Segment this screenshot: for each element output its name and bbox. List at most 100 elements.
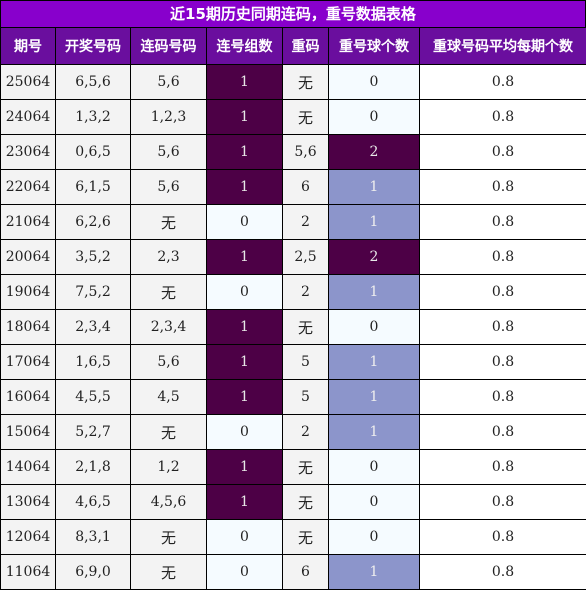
repeat-numbers-cell: 无	[282, 64, 329, 100]
consecutive-groups-cell: 0	[206, 204, 283, 240]
repeat-numbers-cell: 2,5	[282, 239, 329, 275]
average-repeat-cell: 0.8	[419, 484, 586, 520]
none-text: 无	[160, 563, 176, 582]
repeat-count-cell: 0	[328, 99, 420, 135]
period-cell: 24064	[0, 99, 56, 135]
consecutive-groups-cell: 1	[206, 99, 283, 135]
header-repeat-count: 重号球个数	[328, 27, 420, 65]
period-cell: 11064	[0, 554, 56, 590]
repeat-numbers-cell: 6	[282, 169, 329, 205]
repeat-numbers-cell: 5,6	[282, 134, 329, 170]
average-repeat-cell: 0.8	[419, 169, 586, 205]
repeat-count-cell: 2	[328, 239, 420, 275]
draw-numbers-cell: 6,2,6	[55, 204, 131, 240]
average-repeat-cell: 0.8	[419, 204, 586, 240]
none-text: 无	[160, 283, 176, 302]
consecutive-groups-cell: 1	[206, 344, 283, 380]
consecutive-numbers-cell: 无	[130, 554, 207, 590]
draw-numbers-cell: 6,9,0	[55, 554, 131, 590]
repeat-count-cell: 1	[328, 414, 420, 450]
period-cell: 16064	[0, 379, 56, 415]
period-cell: 12064	[0, 519, 56, 555]
period-cell: 13064	[0, 484, 56, 520]
repeat-count-cell: 0	[328, 309, 420, 345]
consecutive-groups-cell: 1	[206, 64, 283, 100]
repeat-numbers-cell: 无	[282, 99, 329, 135]
table-row: 20064 3,5,2 2,3 1 2,5 2 0.8	[0, 239, 586, 275]
repeat-numbers-cell: 无	[282, 484, 329, 520]
none-text: 无	[297, 458, 313, 477]
consecutive-numbers-cell: 1,2,3	[130, 99, 207, 135]
repeat-numbers-cell: 5	[282, 344, 329, 380]
consecutive-groups-cell: 1	[206, 134, 283, 170]
consecutive-numbers-cell: 5,6	[130, 64, 207, 100]
average-repeat-cell: 0.8	[419, 309, 586, 345]
period-cell: 17064	[0, 344, 56, 380]
consecutive-groups-cell: 0	[206, 554, 283, 590]
draw-numbers-cell: 3,5,2	[55, 239, 131, 275]
table-row: 25064 6,5,6 5,6 1 无 0 0.8	[0, 64, 586, 100]
period-cell: 18064	[0, 309, 56, 345]
draw-numbers-cell: 7,5,2	[55, 274, 131, 310]
period-cell: 23064	[0, 134, 56, 170]
repeat-numbers-cell: 无	[282, 309, 329, 345]
consecutive-numbers-cell: 4,5	[130, 379, 207, 415]
period-cell: 21064	[0, 204, 56, 240]
none-text: 无	[297, 73, 313, 92]
average-repeat-cell: 0.8	[419, 239, 586, 275]
consecutive-numbers-cell: 4,5,6	[130, 484, 207, 520]
draw-numbers-cell: 6,5,6	[55, 64, 131, 100]
table-row: 23064 0,6,5 5,6 1 5,6 2 0.8	[0, 134, 586, 170]
consecutive-numbers-cell: 2,3	[130, 239, 207, 275]
consecutive-numbers-cell: 无	[130, 414, 207, 450]
draw-numbers-cell: 2,1,8	[55, 449, 131, 485]
average-repeat-cell: 0.8	[419, 414, 586, 450]
repeat-count-cell: 1	[328, 554, 420, 590]
average-repeat-cell: 0.8	[419, 99, 586, 135]
consecutive-numbers-cell: 5,6	[130, 134, 207, 170]
table-title: 近15期历史同期连码，重号数据表格	[0, 0, 586, 27]
consecutive-numbers-cell: 无	[130, 204, 207, 240]
header-repeat-numbers: 重码	[282, 27, 329, 65]
repeat-count-cell: 1	[328, 169, 420, 205]
none-text: 无	[160, 528, 176, 547]
consecutive-groups-cell: 1	[206, 239, 283, 275]
repeat-count-cell: 0	[328, 449, 420, 485]
average-repeat-cell: 0.8	[419, 344, 586, 380]
draw-numbers-cell: 4,6,5	[55, 484, 131, 520]
history-table: 期号 开奖号码 连码号码 连号组数 重码 重号球个数 重球号码平均每期个数 25…	[0, 27, 586, 590]
period-cell: 19064	[0, 274, 56, 310]
table-row: 21064 6,2,6 无 0 2 1 0.8	[0, 204, 586, 240]
repeat-count-cell: 0	[328, 519, 420, 555]
repeat-numbers-cell: 2	[282, 274, 329, 310]
table-row: 16064 4,5,5 4,5 1 5 1 0.8	[0, 379, 586, 415]
repeat-count-cell: 1	[328, 204, 420, 240]
table-row: 19064 7,5,2 无 0 2 1 0.8	[0, 274, 586, 310]
consecutive-groups-cell: 1	[206, 169, 283, 205]
consecutive-numbers-cell: 无	[130, 274, 207, 310]
header-row: 期号 开奖号码 连码号码 连号组数 重码 重号球个数 重球号码平均每期个数	[0, 27, 586, 65]
header-period: 期号	[0, 27, 56, 65]
consecutive-numbers-cell: 5,6	[130, 344, 207, 380]
consecutive-groups-cell: 0	[206, 519, 283, 555]
repeat-numbers-cell: 无	[282, 519, 329, 555]
average-repeat-cell: 0.8	[419, 134, 586, 170]
none-text: 无	[160, 423, 176, 442]
repeat-numbers-cell: 无	[282, 449, 329, 485]
draw-numbers-cell: 1,6,5	[55, 344, 131, 380]
period-cell: 25064	[0, 64, 56, 100]
draw-numbers-cell: 6,1,5	[55, 169, 131, 205]
header-average-repeat: 重球号码平均每期个数	[419, 27, 586, 65]
period-cell: 20064	[0, 239, 56, 275]
draw-numbers-cell: 0,6,5	[55, 134, 131, 170]
consecutive-groups-cell: 1	[206, 309, 283, 345]
none-text: 无	[297, 108, 313, 127]
table-row: 15064 5,2,7 无 0 2 1 0.8	[0, 414, 586, 450]
consecutive-numbers-cell: 1,2	[130, 449, 207, 485]
consecutive-groups-cell: 0	[206, 414, 283, 450]
consecutive-numbers-cell: 无	[130, 519, 207, 555]
average-repeat-cell: 0.8	[419, 379, 586, 415]
consecutive-numbers-cell: 5,6	[130, 169, 207, 205]
consecutive-groups-cell: 0	[206, 274, 283, 310]
draw-numbers-cell: 8,3,1	[55, 519, 131, 555]
